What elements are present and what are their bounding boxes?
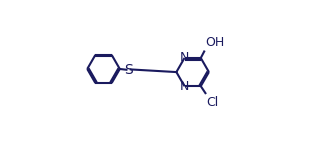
Text: N: N — [180, 80, 189, 93]
Text: Cl: Cl — [207, 96, 219, 109]
Text: S: S — [124, 63, 133, 77]
Text: N: N — [180, 51, 189, 64]
Text: OH: OH — [205, 36, 225, 49]
